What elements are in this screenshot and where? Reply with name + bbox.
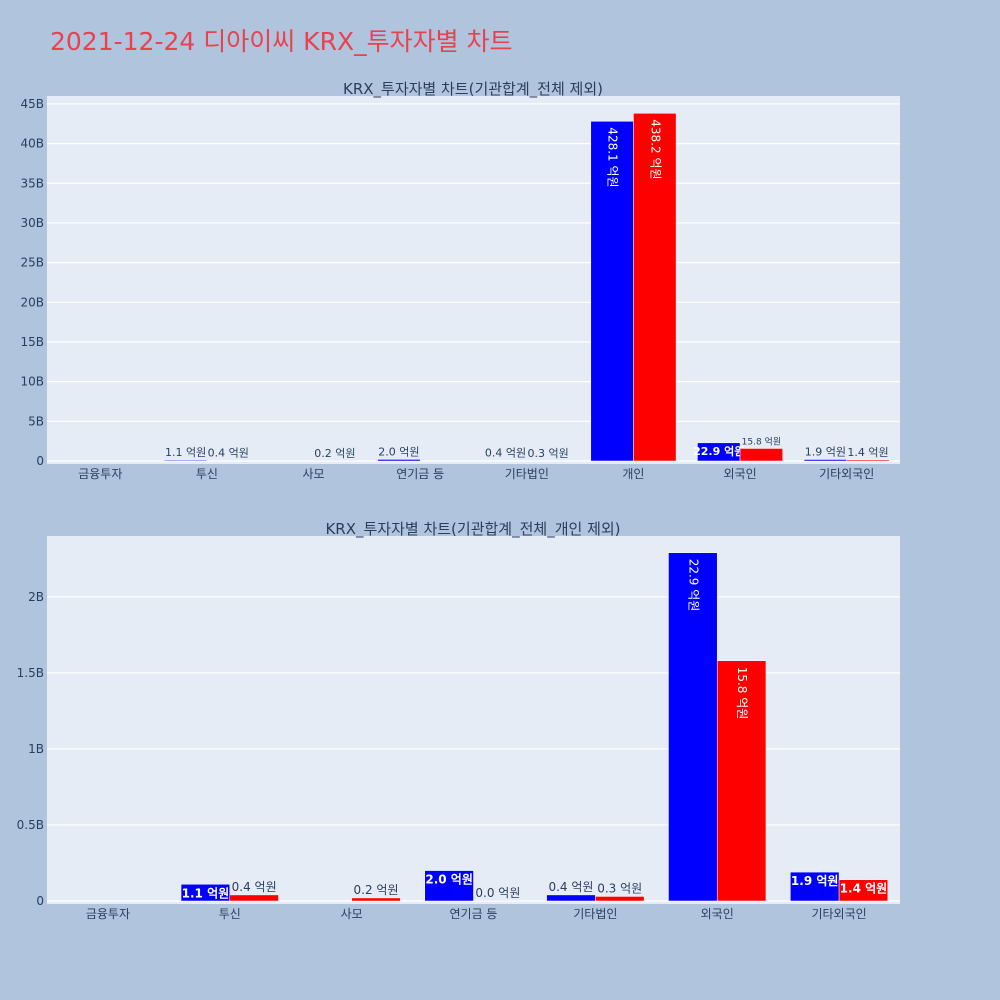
bar (590, 121, 634, 462)
data-label: 0.4 억원 (208, 447, 249, 460)
y-tick-label: 30B (20, 216, 44, 230)
bar (351, 897, 401, 902)
data-label: 22.9 억원 (686, 559, 700, 612)
chart-investor-excl-institution: 0 5B 10B 15B 20B 25B 30B 35B 40B 45B KRX_투자자별 차트(기… (20, 80, 900, 481)
data-label: 1.4 억원 (840, 882, 888, 896)
x-tick-label: 연기금 등 (450, 907, 498, 921)
bar (164, 459, 208, 462)
bar (838, 879, 889, 902)
bar (668, 552, 718, 902)
y-tick-label: 2B (28, 590, 44, 604)
y-tick-label: 0 (36, 454, 44, 468)
data-label: 0.2 억원 (314, 447, 355, 460)
data-label: 0.3 억원 (528, 447, 569, 460)
data-label: 0.2 억원 (354, 883, 399, 897)
data-label: 2.0 억원 (425, 873, 473, 887)
data-label: 0.4 억원 (548, 880, 593, 894)
x-tick-label: 기타법인 (505, 467, 549, 481)
x-tick-label: 개인 (622, 467, 644, 481)
bar (424, 870, 474, 902)
chart-title: KRX_투자자별 차트(기관합계_전체_개인 제외) (325, 520, 620, 539)
data-label: 0.0 억원 (475, 886, 520, 900)
x-tick-label: 외국인 (701, 907, 734, 921)
data-label: 15.8 억원 (735, 667, 749, 720)
x-tick-label: 연기금 등 (396, 467, 444, 481)
bar (716, 660, 767, 902)
data-label: 22.9 억원 (693, 444, 744, 458)
bar (790, 871, 840, 902)
data-label: 0.3 억원 (597, 881, 642, 895)
x-tick-label: 기타법인 (573, 907, 617, 921)
bar (377, 459, 421, 462)
data-label: 438.2 억원 (648, 119, 662, 179)
y-tick-label: 35B (20, 176, 44, 190)
y-tick-label: 20B (20, 295, 44, 309)
x-tick-label: 투신 (196, 467, 218, 481)
bar (846, 459, 890, 462)
data-label: 1.1 억원 (182, 886, 230, 900)
plot-area (47, 96, 900, 464)
y-tick-label: 5B (28, 414, 44, 428)
y-tick-label: 25B (20, 256, 44, 270)
x-tick-label: 금융투자 (86, 907, 130, 921)
data-label: 428.1 억원 (606, 127, 620, 187)
bar (546, 894, 596, 902)
x-tick-label: 투신 (219, 907, 241, 921)
bar (739, 448, 783, 462)
bar (180, 884, 231, 902)
page-title: 2021-12-24 디아이씨 KRX_투자자별 차트 (50, 27, 513, 56)
data-label: 1.9 억원 (805, 445, 846, 458)
bar (595, 896, 645, 902)
y-tick-label: 45B (20, 97, 44, 111)
bar (633, 113, 677, 462)
chart-investor-excl-institution-individual: 0 0.5B 1B 1.5B 2B KRX_투자자별 차트(기관합계_전체_개인 제외) 금… (17, 520, 900, 921)
y-tick-label: 15B (20, 335, 44, 349)
y-tick-label: 0.5B (17, 818, 44, 832)
x-tick-label: 사모 (303, 467, 325, 481)
chart-title: KRX_투자자별 차트(기관합계_전체 제외) (343, 80, 603, 99)
data-label: 1.9 억원 (791, 874, 839, 888)
y-tick-label: 1B (28, 742, 44, 756)
y-tick-label: 10B (20, 375, 44, 389)
y-tick-label: 40B (20, 137, 44, 151)
bar (229, 894, 279, 902)
x-tick-label: 금융투자 (78, 467, 122, 481)
x-tick-label: 기타외국인 (819, 467, 874, 481)
data-label: 2.0 억원 (378, 445, 419, 458)
data-label: 0.4 억원 (232, 880, 277, 894)
data-label: 0.4 억원 (485, 447, 526, 460)
data-label: 1.1 억원 (165, 446, 206, 459)
y-tick-label: 0 (36, 894, 44, 908)
data-label: 1.4 억원 (847, 446, 888, 459)
bar (803, 459, 847, 462)
x-tick-label: 외국인 (724, 467, 757, 481)
data-label: 15.8 억원 (742, 435, 781, 447)
plot-area (47, 536, 900, 904)
x-tick-label: 기타외국인 (811, 907, 866, 921)
x-tick-label: 사모 (341, 907, 363, 921)
y-tick-label: 1.5B (17, 666, 44, 680)
